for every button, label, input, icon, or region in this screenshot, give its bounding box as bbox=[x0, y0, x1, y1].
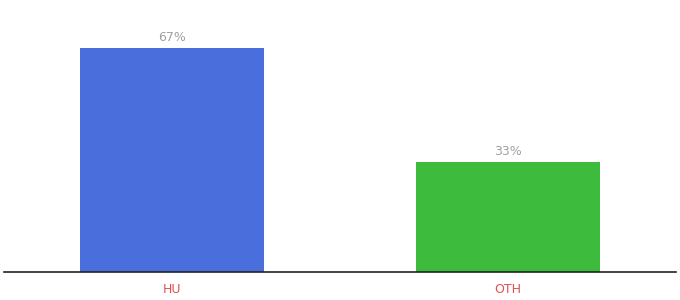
Text: 67%: 67% bbox=[158, 32, 186, 44]
Bar bbox=[80, 48, 265, 272]
Bar bbox=[415, 162, 600, 272]
Text: 33%: 33% bbox=[494, 146, 522, 158]
